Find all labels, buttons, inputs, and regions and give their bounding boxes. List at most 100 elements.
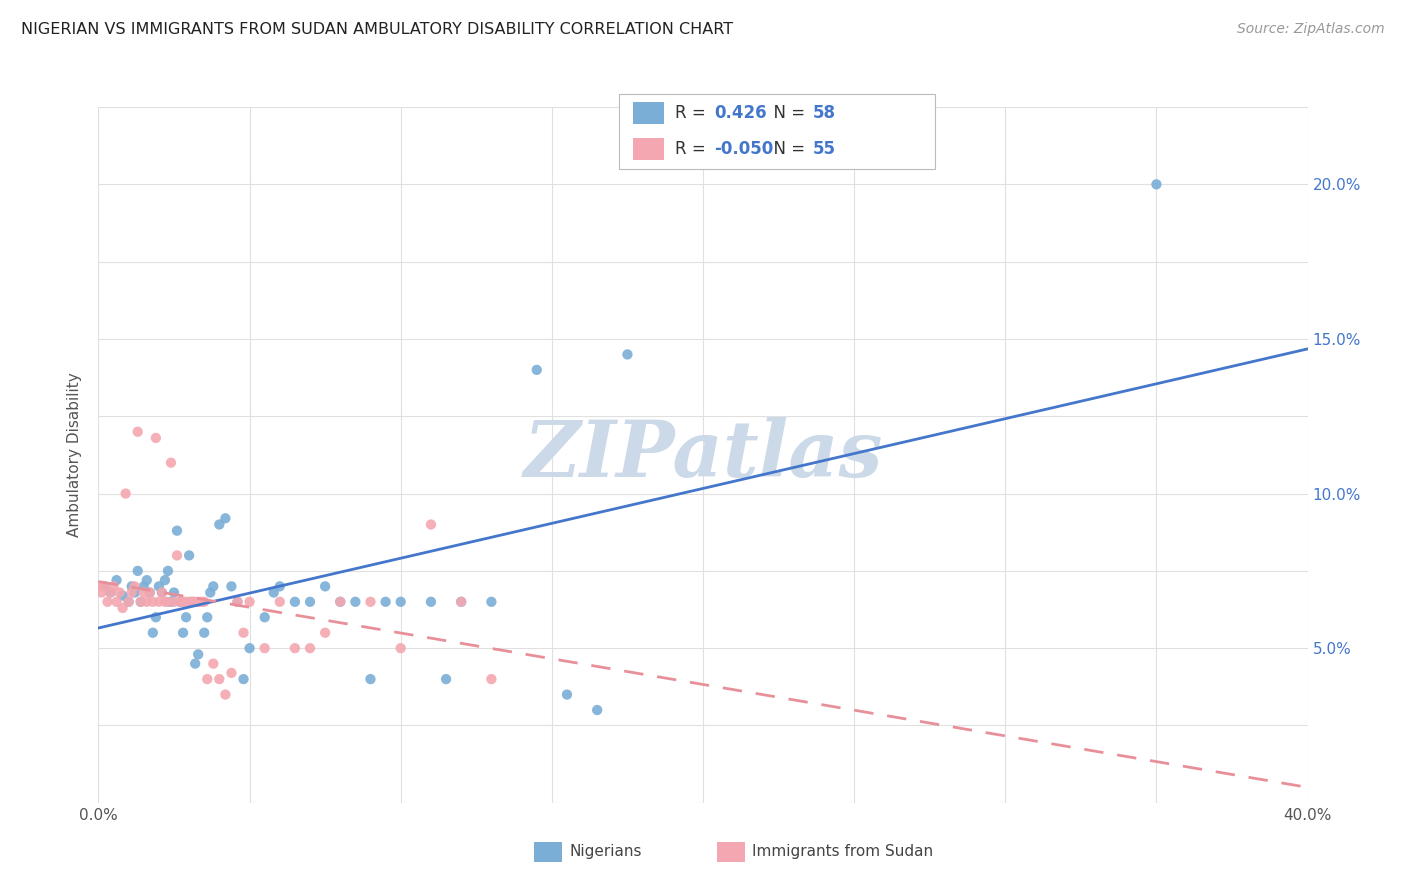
Point (450, 595, 472, 609)
Point (150, 585, 173, 599)
Y-axis label: Ambulatory Disability: Ambulatory Disability (67, 373, 83, 537)
Text: R =: R = (675, 104, 716, 122)
Point (389, 595, 412, 609)
Point (145, 610, 167, 624)
Point (450, 595, 472, 609)
Point (93, 579, 115, 593)
Point (187, 595, 209, 609)
Point (163, 595, 186, 609)
Point (127, 425, 149, 439)
Point (232, 625, 254, 640)
Point (169, 595, 191, 609)
Point (329, 595, 352, 609)
Point (284, 641, 307, 656)
Point (129, 595, 152, 609)
Point (135, 595, 157, 609)
Point (105, 595, 128, 609)
Point (420, 595, 443, 609)
Point (184, 657, 207, 671)
Point (616, 347, 638, 361)
Point (156, 595, 179, 609)
Point (96, 595, 118, 609)
Point (214, 688, 236, 702)
Text: N =: N = (763, 104, 811, 122)
Point (111, 601, 134, 615)
Point (226, 595, 249, 609)
Point (202, 657, 225, 671)
Point (1144, 178, 1167, 192)
Point (195, 610, 218, 624)
Point (172, 625, 194, 640)
Point (314, 625, 336, 640)
Text: ZIPatlas: ZIPatlas (523, 417, 883, 493)
Point (100, 585, 122, 599)
Point (139, 585, 162, 599)
Point (299, 595, 322, 609)
Point (526, 363, 548, 377)
Point (314, 579, 336, 593)
Point (214, 511, 236, 525)
Text: 0.426: 0.426 (714, 104, 766, 122)
Point (118, 595, 141, 609)
Point (132, 585, 155, 599)
Point (156, 564, 179, 578)
Text: 58: 58 (813, 104, 835, 122)
Point (166, 549, 188, 563)
Point (169, 595, 191, 609)
Point (108, 585, 131, 599)
Point (299, 641, 322, 656)
Point (174, 610, 197, 624)
Point (179, 595, 201, 609)
Point (172, 595, 194, 609)
Point (121, 585, 143, 599)
Point (87, 579, 110, 593)
Point (202, 579, 225, 593)
Point (481, 595, 503, 609)
Point (148, 595, 170, 609)
Point (142, 625, 165, 640)
Point (181, 595, 204, 609)
Text: NIGERIAN VS IMMIGRANTS FROM SUDAN AMBULATORY DISABILITY CORRELATION CHART: NIGERIAN VS IMMIGRANTS FROM SUDAN AMBULA… (21, 22, 733, 37)
Point (160, 456, 183, 470)
Point (118, 595, 141, 609)
Point (269, 595, 291, 609)
Point (187, 648, 209, 662)
Point (129, 595, 152, 609)
Point (434, 672, 457, 686)
Point (121, 579, 143, 593)
Point (232, 672, 254, 686)
Text: Nigerians: Nigerians (569, 845, 643, 859)
Point (100, 585, 122, 599)
Point (160, 595, 183, 609)
Point (111, 589, 134, 603)
Point (184, 595, 207, 609)
Point (127, 564, 149, 578)
Point (208, 517, 231, 532)
Text: Immigrants from Sudan: Immigrants from Sudan (752, 845, 934, 859)
Point (221, 665, 243, 680)
Text: N =: N = (763, 140, 811, 158)
Point (148, 579, 170, 593)
Point (420, 517, 443, 532)
Point (360, 595, 382, 609)
Point (269, 579, 291, 593)
Point (195, 672, 218, 686)
Point (145, 431, 167, 445)
Point (103, 579, 125, 593)
Point (153, 595, 176, 609)
Point (555, 688, 578, 702)
Point (239, 595, 262, 609)
Point (586, 703, 609, 717)
Point (329, 595, 352, 609)
Point (208, 672, 231, 686)
Point (239, 641, 262, 656)
Point (284, 595, 307, 609)
Point (263, 585, 285, 599)
Point (135, 573, 157, 587)
Point (221, 579, 243, 593)
Point (181, 595, 204, 609)
Point (124, 585, 146, 599)
Point (190, 595, 212, 609)
Point (389, 641, 412, 656)
Point (374, 595, 396, 609)
